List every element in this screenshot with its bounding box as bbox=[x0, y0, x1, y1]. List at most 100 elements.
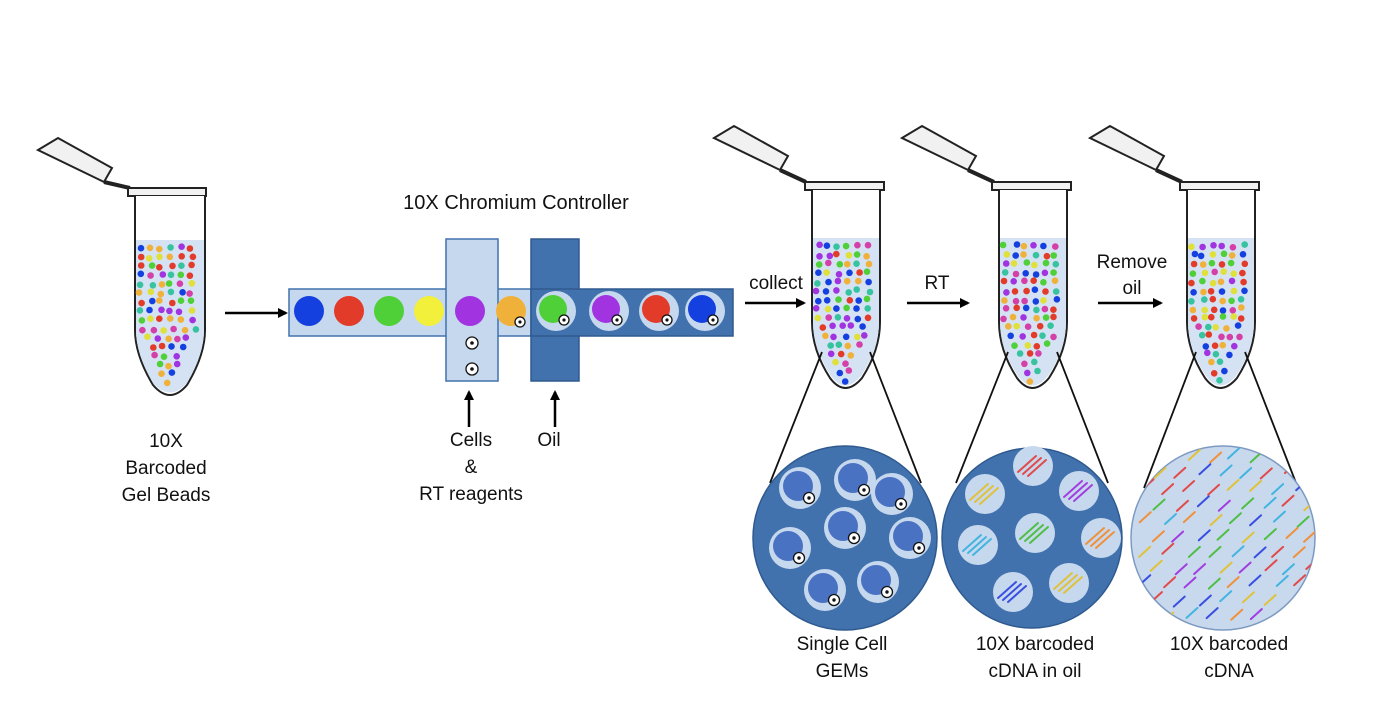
tube-bead-dot bbox=[825, 278, 832, 286]
tube-bead-dot bbox=[1020, 314, 1027, 321]
tube-bead-dot bbox=[1230, 287, 1238, 295]
tube-bead-dot bbox=[1051, 277, 1059, 285]
tube-bead-dot bbox=[1000, 315, 1007, 323]
tube-bead-dot bbox=[832, 358, 839, 366]
cdna-strand bbox=[1196, 495, 1210, 508]
tube-bead-dot bbox=[1220, 268, 1227, 276]
panel2-label-line1: 10X barcoded bbox=[976, 634, 1094, 655]
tube-bead-dot bbox=[1052, 288, 1060, 295]
tube-bead-dot bbox=[826, 252, 834, 260]
tube-bead-dot bbox=[1201, 306, 1208, 314]
panel1-label-line2: GEMs bbox=[816, 661, 869, 682]
tube-bead-dot bbox=[1237, 296, 1245, 303]
cdna-strand bbox=[1263, 528, 1277, 541]
tube-bead-dot bbox=[845, 367, 853, 374]
tube-bead-dot bbox=[815, 261, 823, 268]
tube-bead-dot bbox=[173, 353, 180, 360]
tube-bead-dot bbox=[1026, 350, 1034, 357]
tube-bead-dot bbox=[156, 315, 163, 323]
tube-bead-dot bbox=[156, 253, 163, 261]
cdna-strand bbox=[1183, 576, 1197, 589]
cells-label-line1: Cells bbox=[450, 430, 492, 451]
tube-bead-dot bbox=[853, 260, 860, 268]
tube-bead-dot bbox=[1217, 278, 1225, 286]
tube-bead-dot bbox=[841, 378, 849, 385]
cdna-strand bbox=[1264, 559, 1278, 572]
tube-bead-dot bbox=[1219, 297, 1226, 305]
gem-droplet bbox=[769, 527, 811, 569]
cdna-strand bbox=[1271, 483, 1285, 496]
rt-tube bbox=[899, 124, 1072, 389]
tube-bead-dot bbox=[1201, 269, 1209, 277]
tube-bead-dot bbox=[864, 314, 872, 322]
cdna-strand bbox=[1161, 611, 1175, 624]
cdna-tube bbox=[1087, 124, 1260, 389]
cdna-strand bbox=[1209, 451, 1223, 464]
tube-bead-dot bbox=[138, 299, 145, 307]
tube-bead-dot bbox=[1032, 298, 1040, 305]
tube-bead-dot bbox=[1013, 304, 1020, 312]
tube-bead-dot bbox=[1052, 243, 1059, 250]
tube-bead-dot bbox=[1218, 242, 1225, 250]
tube-bead-dot bbox=[1031, 286, 1039, 294]
tube-bead-dot bbox=[842, 333, 850, 341]
tube-bead-dot bbox=[843, 315, 851, 322]
tube-bead-dot bbox=[1019, 333, 1026, 340]
tube-bead-dot bbox=[1040, 297, 1047, 304]
tube-bead-dot bbox=[1189, 270, 1197, 278]
tube-bead-dot bbox=[151, 351, 158, 359]
cdna-strand bbox=[1296, 515, 1310, 528]
cdna-strand bbox=[1207, 577, 1221, 590]
tube-bead-dot bbox=[1032, 271, 1040, 278]
cdna-strand bbox=[1217, 499, 1231, 512]
tube-bead-dot bbox=[856, 269, 863, 276]
tube-bead-dot bbox=[1034, 367, 1041, 375]
cdna-strand bbox=[1216, 528, 1230, 541]
tube-bead-dot bbox=[1220, 250, 1228, 258]
cdna-strand bbox=[1160, 448, 1174, 461]
tube-bead-dot bbox=[156, 297, 163, 304]
panel2-label-line2: cDNA in oil bbox=[989, 661, 1082, 682]
tube-bead-dot bbox=[147, 272, 154, 279]
cdna-strand bbox=[1198, 594, 1212, 607]
tube-bead-dot bbox=[823, 269, 830, 276]
tube-bead-dot bbox=[812, 287, 820, 295]
tube-bead-dot bbox=[845, 289, 852, 296]
tube-bead-dot bbox=[1211, 342, 1219, 350]
tube-bead-dot bbox=[1053, 296, 1061, 303]
bead-red bbox=[334, 296, 364, 326]
cdna-strand bbox=[1308, 465, 1315, 478]
tube-bead-dot bbox=[1035, 350, 1042, 357]
gel-bead-tube bbox=[35, 136, 207, 396]
gem-droplet bbox=[889, 517, 931, 559]
gem-droplet bbox=[804, 569, 846, 611]
tube-lid-icon bbox=[1087, 124, 1260, 191]
tube-bead-dot bbox=[1043, 252, 1051, 260]
cdna-strand bbox=[1219, 561, 1233, 574]
cdna-strand bbox=[1142, 449, 1156, 462]
tube-bead-dot bbox=[1241, 260, 1249, 268]
tube-bead-dot bbox=[1210, 306, 1218, 314]
tube-bead-dot bbox=[137, 244, 145, 252]
tube-bead-dot bbox=[168, 343, 175, 350]
tube-bead-dot bbox=[814, 280, 821, 287]
tube-bead-dot bbox=[827, 350, 835, 358]
cdna-strand bbox=[1185, 606, 1199, 619]
tube-lid-icon bbox=[711, 124, 885, 191]
tube-bead-dot bbox=[1036, 322, 1044, 330]
tube-bead-dot bbox=[1021, 277, 1028, 285]
cdna-strand bbox=[1253, 546, 1267, 559]
tube-bead-dot bbox=[1047, 322, 1054, 330]
cdna-strand bbox=[1197, 529, 1211, 542]
tube-bead-dot bbox=[181, 326, 189, 334]
tube-bead-dot bbox=[1190, 260, 1198, 268]
tube-bead-dot bbox=[159, 271, 167, 278]
tube-bead-dot bbox=[859, 323, 866, 330]
tube-bead-dot bbox=[1209, 295, 1217, 303]
cdna-strand bbox=[1263, 594, 1277, 606]
tube-bead-dot bbox=[186, 290, 193, 297]
cdna-droplet bbox=[1013, 446, 1053, 486]
cdna-strand bbox=[1176, 499, 1189, 512]
tube-bead-dot bbox=[1201, 296, 1208, 303]
tube-bead-dot bbox=[169, 262, 176, 270]
